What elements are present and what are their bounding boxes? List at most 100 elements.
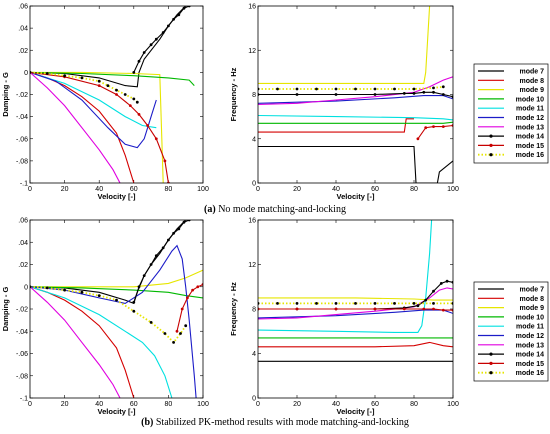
series-point-mode-14 (167, 24, 170, 28)
x-tick-label: 20 (61, 401, 69, 408)
series-point-mode-15 (115, 93, 118, 96)
series-point-mode-15 (416, 137, 420, 141)
series-point-mode-16 (97, 294, 101, 297)
series-point-mode-16 (163, 332, 167, 335)
series-line-mode-10 (258, 121, 453, 124)
series-point-mode-15 (186, 296, 189, 300)
caption-b-text: Stabilized PK-method results with mode m… (155, 417, 409, 428)
legend-label: mode 7 (519, 287, 544, 294)
y-tick-label: -.02 (16, 307, 28, 314)
legend-label: mode 8 (519, 78, 544, 85)
legend-b: mode 7 mode 8 mode 9 mode 10 mode 11 mode 12 m… (473, 281, 549, 382)
series-point-mode-15 (295, 307, 299, 311)
series-point-mode-16 (132, 309, 136, 313)
series-line-mode-9 (30, 269, 203, 288)
series-point-mode-16 (315, 87, 318, 91)
series-point-mode-16 (441, 85, 445, 89)
y-tick-label: .06 (18, 218, 28, 225)
x-tick-label: 0 (28, 186, 32, 193)
series-point-mode-16 (123, 93, 127, 96)
series-point-mode-16 (412, 302, 416, 305)
legend-label: mode 15 (516, 143, 545, 150)
series-group (30, 220, 203, 398)
y-tick-label: 12 (248, 48, 256, 55)
series-line-mode-7 (258, 145, 453, 183)
plot-frame (29, 219, 204, 399)
series-point-mode-16 (63, 74, 66, 78)
legend-marker (489, 361, 493, 365)
series-line-mode-11 (258, 114, 453, 121)
series-point-mode-16 (115, 88, 118, 92)
series-point-mode-15 (441, 308, 445, 312)
series-point-mode-16 (412, 87, 416, 91)
series-point-mode-15 (97, 84, 101, 87)
y-tick-label: 12 (248, 262, 256, 269)
x-tick-label: 80 (165, 401, 173, 408)
series-point-mode-14 (182, 220, 186, 224)
x-axis-label: Velocity [-] (337, 407, 375, 416)
series-line-mode-11 (30, 286, 173, 398)
caption-b-tag: (b) (141, 417, 154, 428)
x-tick-label: 100 (197, 186, 209, 193)
series-point-mode-16 (295, 302, 299, 305)
y-tick-label: -.06 (16, 136, 28, 143)
series-point-mode-14 (422, 90, 426, 94)
y-axis-label: Frequency - Hz (229, 67, 238, 121)
series-point-mode-16 (432, 86, 435, 90)
y-tick-label: 8 (252, 307, 256, 314)
series-line-mode-11 (258, 220, 433, 333)
series-point-mode-14 (154, 37, 158, 41)
series-point-mode-15 (137, 113, 141, 116)
series-group (258, 6, 453, 183)
frequency-chart-b: 0 20 40 60 80 100 0 4 8 12 16 Velocity [-] Frequency… (229, 218, 459, 417)
legend-marker (489, 371, 493, 375)
series-point-mode-14 (137, 285, 141, 289)
legend-a: mode 7 mode 8 mode 9 mode 10 mode 11 mode 12 m… (473, 63, 549, 164)
y-tick-label: .02 (18, 262, 28, 269)
series-point-mode-16 (354, 302, 357, 305)
series-point-mode-14 (295, 93, 299, 96)
series-point-mode-16 (132, 97, 136, 101)
series-point-mode-14 (142, 51, 146, 54)
legend-label: mode 15 (516, 361, 545, 368)
series-point-mode-16 (45, 72, 49, 75)
series-point-mode-16 (393, 87, 396, 91)
y-tick-label: -.06 (16, 351, 28, 358)
series-point-mode-15 (175, 329, 179, 333)
series-point-mode-15 (422, 307, 426, 311)
x-axis-label: Velocity [-] (337, 192, 375, 201)
x-tick-label: 0 (256, 401, 260, 408)
series-point-mode-14 (177, 13, 181, 17)
plot-frame (29, 5, 204, 184)
series-point-mode-16 (179, 332, 182, 335)
series-point-mode-14 (132, 300, 136, 304)
legend-label: mode 12 (516, 333, 545, 340)
y-tick-label: 0 (24, 70, 28, 77)
series-line-mode-14 (258, 280, 453, 310)
plot-frame (257, 219, 454, 399)
y-tick-label: -.08 (16, 158, 28, 165)
series-line-mode-12 (30, 244, 197, 398)
series-point-mode-14 (154, 254, 158, 257)
series-line-mode-13 (30, 71, 121, 183)
y-tick-label: 4 (252, 136, 256, 143)
x-tick-label: 60 (130, 186, 138, 193)
y-tick-label: -.04 (16, 329, 28, 336)
legend-label: mode 8 (519, 296, 544, 303)
series-line-mode-7 (30, 220, 187, 305)
series-point-mode-16 (80, 76, 84, 80)
y-tick-label: -.1 (20, 396, 28, 403)
x-tick-label: 60 (130, 401, 138, 408)
series-point-mode-14 (445, 279, 449, 283)
series-point-mode-15 (432, 125, 435, 128)
y-tick-label: -.08 (16, 373, 28, 380)
series-line-mode-9 (30, 71, 164, 183)
series-point-mode-14 (424, 298, 428, 302)
series-point-mode-16 (315, 302, 318, 305)
x-tick-label: 60 (371, 186, 379, 193)
legend-label: mode 14 (516, 352, 545, 359)
y-tick-label: .04 (18, 26, 28, 33)
series-point-mode-14 (149, 263, 153, 266)
caption-a-text: No mode matching-and-locking (218, 204, 346, 215)
legend-box (473, 63, 549, 164)
